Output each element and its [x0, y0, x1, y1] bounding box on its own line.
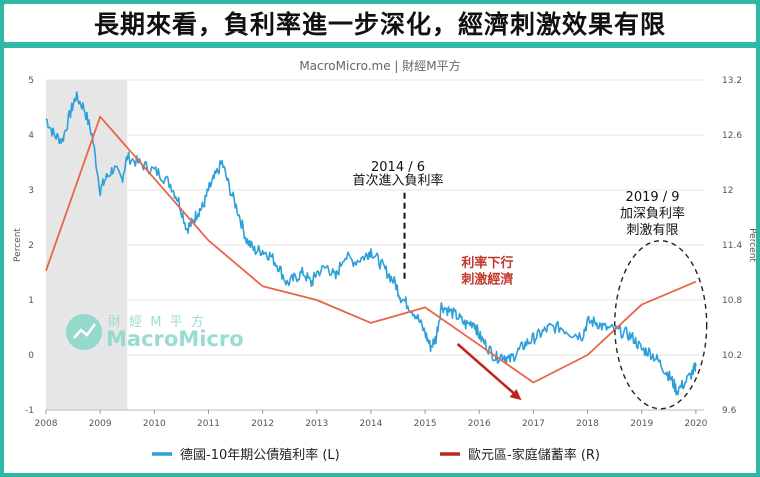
- red-arrow-shaft: [456, 343, 518, 398]
- dashed-highlight-ellipse: [613, 240, 708, 410]
- right-tick-label: 12.6: [722, 131, 742, 141]
- annotation-text: 2019 / 9: [626, 190, 680, 205]
- right-tick-label: 10.2: [722, 351, 742, 361]
- x-tick-label: 2013: [305, 419, 328, 429]
- x-tick-label: 2014: [359, 419, 382, 429]
- x-axis: 2008 2009 2010 2011 2012 2013 2014 2015 2016 2017…: [35, 409, 708, 429]
- annotation-text: 刺激經濟: [461, 272, 513, 288]
- left-tick-label: 5: [28, 76, 34, 86]
- chart-svg: MacroMicro.me | 財經M平方 財 經 M 平 方MacroMicr…: [13, 58, 756, 463]
- grid-layer: [46, 79, 704, 411]
- annotation-text: 首次進入負利率: [353, 173, 444, 189]
- legend-label-1: 德國-10年期公債殖利率 (L): [180, 447, 340, 463]
- right-tick-label: 13.2: [722, 76, 742, 86]
- watermark-en: MacroMicro: [106, 327, 244, 351]
- annotation-text: 刺激有限: [627, 223, 679, 238]
- series-layer: [45, 91, 697, 396]
- left-tick-label: 1: [28, 296, 34, 306]
- left-tick-label: 0: [28, 351, 34, 361]
- right-tick-label: 11.4: [722, 241, 742, 251]
- legend[interactable]: 德國-10年期公債殖利率 (L) 歐元區-家庭儲蓄率 (R): [152, 447, 600, 463]
- left-tick-label: 2: [28, 241, 34, 251]
- left-axis-label: Percent: [13, 228, 23, 262]
- left-tick-label: 3: [28, 186, 34, 196]
- right-axis-label: Percent: [747, 228, 756, 262]
- annotation-text: 加深負利率: [620, 206, 685, 222]
- x-tick-label: 2018: [576, 419, 599, 429]
- annotation-text: 利率下行: [461, 255, 513, 271]
- legend-label-2: 歐元區-家庭儲蓄率 (R): [468, 447, 600, 463]
- page-title: 長期來看，負利率進一步深化，經濟刺激效果有限: [4, 4, 756, 42]
- x-tick-label: 2020: [684, 419, 707, 429]
- right-axis: 13.2 12.6 12 11.4 10.8 10.2 9.6 Percent: [722, 76, 756, 416]
- chart-panel: MacroMicro.me | 財經M平方 財 經 M 平 方 MacroMicr…: [4, 48, 756, 473]
- left-axis: 5 4 3 2 1 0 -1 Percent: [13, 76, 34, 416]
- x-tick-label: 2009: [89, 419, 112, 429]
- x-tick-label: 2010: [143, 419, 166, 429]
- left-tick-label: 4: [28, 131, 34, 141]
- x-tick-label: 2012: [251, 419, 274, 429]
- right-tick-label: 10.8: [722, 296, 742, 306]
- red-arrow-head: [509, 389, 522, 401]
- series-line-1: [45, 91, 697, 396]
- x-tick-label: 2017: [522, 419, 545, 429]
- series-line-2: [45, 115, 697, 384]
- x-tick-label: 2008: [35, 419, 58, 429]
- x-tick-label: 2019: [630, 419, 653, 429]
- x-tick-label: 2011: [197, 419, 220, 429]
- right-tick-label: 9.6: [722, 406, 737, 416]
- annotation-text: 2014 / 6: [371, 160, 425, 175]
- watermark-cn: 財 經 M 平 方: [108, 314, 206, 330]
- left-tick-label: -1: [25, 406, 34, 416]
- chart-subtitle: MacroMicro.me | 財經M平方: [299, 58, 460, 73]
- x-tick-label: 2015: [414, 419, 437, 429]
- x-tick-label: 2016: [468, 419, 491, 429]
- right-tick-label: 12: [722, 186, 733, 196]
- watermark-logo-mark: [73, 323, 97, 339]
